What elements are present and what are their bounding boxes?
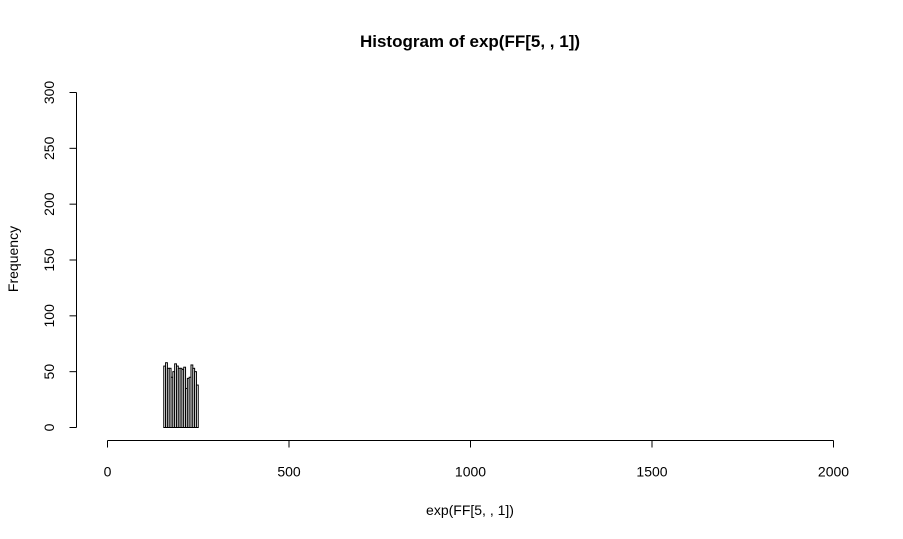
y-tick-label: 200 xyxy=(41,192,57,216)
y-tick-label: 300 xyxy=(41,81,57,105)
y-tick-label: 150 xyxy=(41,248,57,272)
histogram-bar-19 xyxy=(195,384,199,429)
y-tick-label: 0 xyxy=(41,423,57,431)
y-tick-label: 250 xyxy=(41,136,57,160)
x-tick-label: 500 xyxy=(277,464,301,480)
bars-group xyxy=(163,362,199,429)
x-tick-label: 0 xyxy=(104,464,112,480)
x-axis: 0 500 1000 1500 2000 xyxy=(104,440,849,480)
y-tick-label: 100 xyxy=(41,304,57,328)
y-tick-label: 50 xyxy=(41,364,57,380)
y-axis-label: Frequency xyxy=(5,226,21,292)
x-tick-label: 1500 xyxy=(636,464,667,480)
x-tick-label: 2000 xyxy=(818,464,849,480)
chart-title: Histogram of exp(FF[5, , 1]) xyxy=(360,32,580,51)
y-axis: 0 50 100 150 200 250 300 xyxy=(41,81,77,431)
x-axis-label: exp(FF[5, , 1]) xyxy=(426,502,514,518)
x-tick-label: 1000 xyxy=(455,464,486,480)
